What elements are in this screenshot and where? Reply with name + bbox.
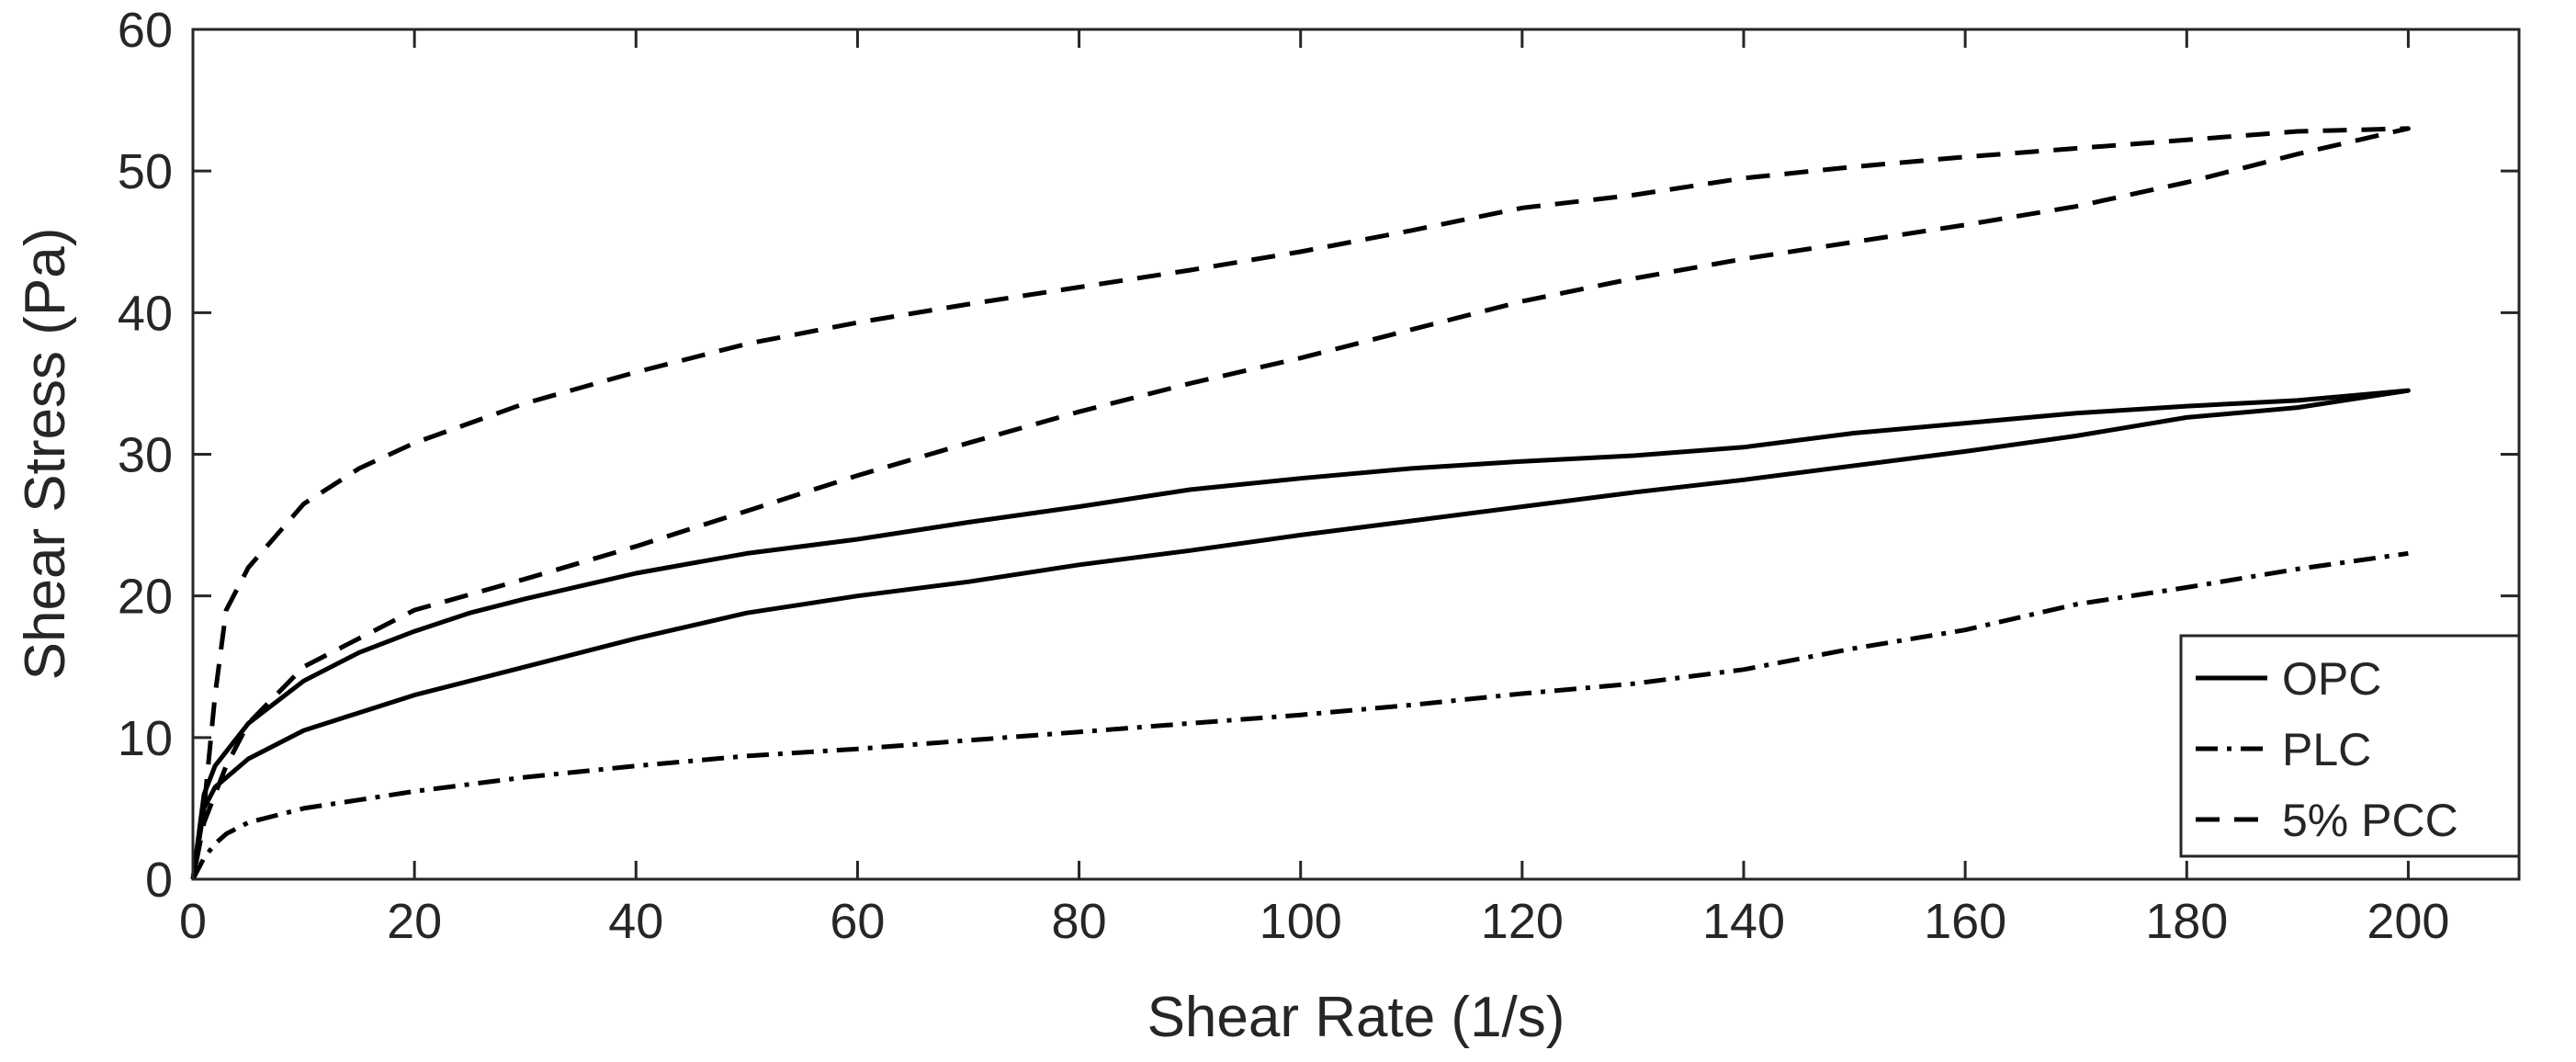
y-tick-label: 50 (118, 144, 173, 199)
x-tick-label: 100 (1260, 894, 1342, 949)
x-tick-label: 160 (1924, 894, 2006, 949)
series-layer (190, 126, 2411, 881)
y-tick-label: 0 (145, 853, 173, 908)
legend: OPC PLC 5% PCC (2179, 634, 2521, 858)
x-tick-label: 20 (387, 894, 442, 949)
x-axis-label: Shear Rate (1/s) (1147, 986, 1565, 1049)
y-axis-label: Shear Stress (Pa) (14, 228, 77, 681)
y-tick-label: 60 (118, 3, 173, 58)
series-line-plc (190, 550, 2409, 881)
x-tick-label: 0 (179, 894, 207, 949)
y-tick-label: 30 (118, 428, 173, 483)
x-tick-label: 120 (1481, 894, 1564, 949)
x-tick-label: 40 (608, 894, 663, 949)
x-tick-label: 80 (1052, 894, 1107, 949)
x-tick-label: 60 (830, 894, 885, 949)
x-tick-label: 200 (2367, 894, 2449, 949)
ticks-layer: 0 20 40 60 80 100 120 140 160 180 200 0 10 20 30 40 50 60 (118, 3, 2519, 949)
legend-label-5-pcc: 5% PCC (2282, 795, 2458, 846)
x-tick-label: 140 (1702, 894, 1785, 949)
legend-label-opc: OPC (2282, 653, 2381, 705)
legend-label-plc: PLC (2282, 724, 2371, 775)
y-tick-label: 10 (118, 711, 173, 766)
y-tick-label: 20 (118, 570, 173, 625)
y-tick-label: 40 (118, 286, 173, 341)
series-line-5-pcc (190, 126, 2411, 880)
series-line-opc (190, 388, 2411, 880)
x-tick-label: 180 (2145, 894, 2228, 949)
legend-items: OPC PLC 5% PCC (2196, 653, 2458, 846)
